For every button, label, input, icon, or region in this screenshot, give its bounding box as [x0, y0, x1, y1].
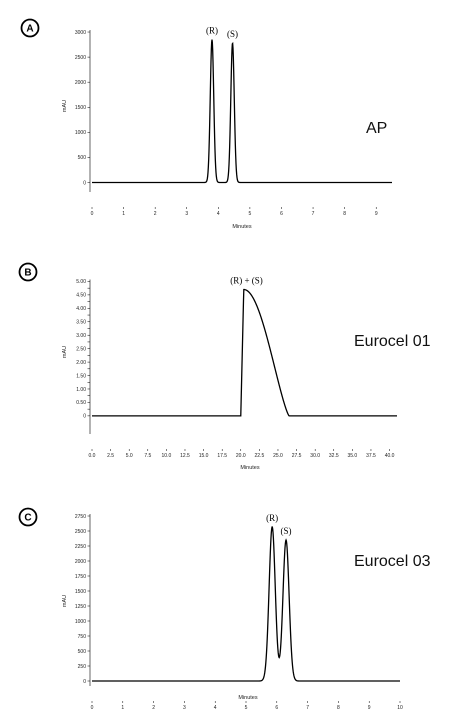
y-tick-label: 4.00 [76, 306, 86, 312]
x-tick-label: 10 [397, 705, 403, 711]
x-tick-label: 20.0 [236, 453, 246, 459]
x-tick-label: 2 [152, 705, 155, 711]
y-tick-label: 1000 [75, 130, 86, 136]
y-axis-title: mAU [62, 595, 68, 607]
x-tick-label: 25.0 [273, 453, 283, 459]
x-tick-label: 32.5 [329, 453, 339, 459]
x-tick-label: 9 [375, 211, 378, 217]
x-tick-label: 3 [185, 211, 188, 217]
x-tick-label: 40.0 [385, 453, 395, 459]
x-tick-label: 4 [217, 211, 220, 217]
x-tick-label: 8 [337, 705, 340, 711]
y-tick-label: 2000 [75, 559, 86, 565]
y-tick-label: 3.00 [76, 333, 86, 339]
x-tick-label: 3 [183, 705, 186, 711]
y-tick-label: 4.50 [76, 293, 86, 299]
column-tag: Eurocel 03 [354, 553, 431, 570]
y-axis-title: mAU [62, 100, 68, 112]
x-tick-label: 15.0 [199, 453, 209, 459]
y-tick-label: 1.00 [76, 387, 86, 393]
x-tick-label: 12.5 [180, 453, 190, 459]
panel-letter: A [26, 24, 33, 35]
x-tick-label: 9 [368, 705, 371, 711]
y-tick-label: 500 [78, 155, 87, 161]
x-tick-label: 7 [312, 211, 315, 217]
x-tick-label: 5.0 [126, 453, 133, 459]
x-tick-label: 6 [275, 705, 278, 711]
panel-a: A 0 500 1000 1500 2000 2500 3000 0 1 2 3 4 5 6 7 8 9 mAU Mi… [20, 18, 392, 230]
column-tag: Eurocel 01 [354, 333, 431, 350]
y-tick-label: 2.00 [76, 360, 86, 366]
panel-letter-circle [18, 262, 38, 282]
panel-letter-circle [18, 507, 38, 527]
x-tick-label: 8 [343, 211, 346, 217]
x-tick-label: 1 [121, 705, 124, 711]
y-tick-label: 3.50 [76, 320, 86, 326]
x-tick-label: 7 [306, 705, 309, 711]
panel-letter-circle [20, 18, 40, 38]
panel-b: B 0 0.50 1.00 1.50 2.00 2.50 3.00 3.50 4.00 4.50 5.… [18, 262, 431, 471]
y-tick-label: 750 [78, 634, 87, 640]
y-tick-label: 2500 [75, 55, 86, 61]
y-tick-label: 2.50 [76, 346, 86, 352]
x-tick-label: 37.5 [366, 453, 376, 459]
panel-letter: C [24, 513, 31, 524]
y-tick-label: 250 [78, 664, 87, 670]
x-tick-label: 5 [249, 211, 252, 217]
x-axis-title: Minutes [232, 224, 252, 230]
y-tick-label: 5.00 [76, 279, 86, 285]
signal-trace [92, 288, 397, 417]
y-tick-label: 0 [83, 414, 86, 420]
x-tick-label: 0 [91, 211, 94, 217]
peak-label: (R) [266, 513, 278, 523]
y-tick-label: 1.50 [76, 373, 86, 379]
y-tick-label: 2250 [75, 544, 86, 550]
x-tick-label: 22.5 [255, 453, 265, 459]
x-tick-label: 6 [280, 211, 283, 217]
panel-letter: B [24, 268, 31, 279]
y-tick-label: 2000 [75, 80, 86, 86]
y-tick-label: 2500 [75, 529, 86, 535]
y-tick-label: 1750 [75, 574, 86, 580]
peak-label: (R) + (S) [230, 276, 263, 286]
y-tick-label: 0 [83, 180, 86, 186]
peak-label: (S) [227, 29, 238, 39]
y-tick-label: 1500 [75, 105, 86, 111]
x-tick-label: 10.0 [162, 453, 172, 459]
signal-trace [92, 39, 392, 184]
x-tick-label: 30.0 [310, 453, 320, 459]
x-tick-label: 27.5 [292, 453, 302, 459]
x-tick-label: 7.5 [144, 453, 151, 459]
y-tick-label: 0 [83, 679, 86, 685]
y-tick-label: 0.50 [76, 400, 86, 406]
y-tick-label: 500 [78, 649, 87, 655]
peak-label: (R) [206, 26, 218, 36]
x-tick-label: 2 [154, 211, 157, 217]
x-tick-label: 17.5 [217, 453, 227, 459]
x-tick-label: 4 [214, 705, 217, 711]
x-axis-title: Minutes [240, 465, 260, 471]
y-tick-label: 3000 [75, 30, 86, 36]
peak-label: (S) [281, 526, 292, 536]
x-tick-label: 0 [91, 705, 94, 711]
panel-c: C025050075010001250150017502000225025002… [18, 507, 431, 711]
y-tick-label: 1500 [75, 589, 86, 595]
y-tick-label: 2750 [75, 514, 86, 520]
y-axis-title: mAU [62, 346, 68, 358]
x-tick-label: 1 [122, 211, 125, 217]
column-tag: AP [366, 120, 387, 137]
x-tick-label: 5 [245, 705, 248, 711]
signal-trace [92, 526, 400, 682]
x-axis-title: Minutes [238, 695, 258, 701]
y-tick-label: 1250 [75, 604, 86, 610]
x-tick-label: 0.0 [89, 453, 96, 459]
y-tick-label: 1000 [75, 619, 86, 625]
x-tick-label: 35.0 [347, 453, 357, 459]
x-tick-label: 2.5 [107, 453, 114, 459]
